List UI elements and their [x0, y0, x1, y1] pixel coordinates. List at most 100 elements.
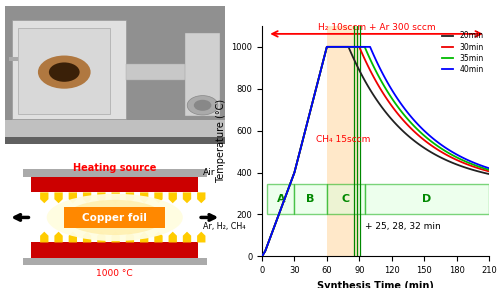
Bar	[5, 120, 225, 137]
Bar	[64, 207, 165, 228]
40min	[259, 255, 265, 258]
Text: + 25, 28, 32 min: + 25, 28, 32 min	[365, 223, 441, 232]
40min	[486, 166, 492, 170]
40min	[453, 152, 459, 156]
Bar	[22, 169, 207, 177]
20min	[259, 255, 265, 258]
Text: B: B	[306, 194, 315, 204]
Bar	[327, 184, 365, 215]
30min	[262, 249, 268, 253]
Text: Heating source: Heating source	[73, 163, 157, 173]
20min	[262, 249, 268, 253]
Polygon shape	[183, 232, 191, 242]
35min	[262, 249, 268, 253]
Polygon shape	[126, 232, 134, 242]
30min	[259, 255, 265, 258]
Bar	[294, 184, 327, 215]
Text: Copper foil: Copper foil	[82, 213, 147, 223]
35min	[374, 72, 380, 75]
Polygon shape	[111, 192, 120, 203]
Bar	[365, 184, 489, 215]
Polygon shape	[69, 232, 77, 242]
20min	[486, 172, 492, 176]
20min	[485, 172, 491, 175]
20min	[324, 45, 330, 49]
Polygon shape	[40, 192, 48, 203]
40min	[485, 166, 491, 170]
Polygon shape	[169, 192, 177, 203]
20min	[404, 133, 410, 136]
Polygon shape	[140, 192, 148, 203]
40min	[324, 45, 330, 49]
Circle shape	[49, 62, 80, 82]
Bar	[327, 26, 359, 256]
Text: 1000 °C: 1000 °C	[96, 269, 133, 278]
Bar	[185, 33, 220, 116]
Line: 40min: 40min	[262, 47, 489, 256]
Text: C: C	[342, 194, 350, 204]
Ellipse shape	[47, 194, 183, 241]
Bar	[126, 64, 218, 80]
35min	[485, 168, 491, 171]
Bar	[31, 177, 198, 192]
35min	[452, 155, 458, 158]
Text: H₂ 10sccm + Ar 300 sccm: H₂ 10sccm + Ar 300 sccm	[318, 23, 436, 32]
20min	[448, 160, 454, 164]
35min	[486, 168, 492, 172]
Polygon shape	[169, 232, 177, 242]
20min	[446, 160, 452, 163]
30min	[486, 170, 492, 173]
Line: 35min: 35min	[262, 47, 489, 256]
30min	[324, 45, 330, 49]
40min	[379, 71, 385, 74]
Bar	[267, 184, 294, 215]
Polygon shape	[126, 192, 134, 203]
40min	[416, 124, 422, 128]
Bar	[5, 127, 225, 144]
Bar	[22, 258, 207, 266]
30min	[449, 156, 455, 160]
Polygon shape	[111, 232, 120, 242]
35min	[324, 45, 330, 49]
35min	[451, 154, 457, 158]
Polygon shape	[97, 232, 106, 242]
Polygon shape	[54, 232, 63, 242]
Polygon shape	[54, 192, 63, 203]
Circle shape	[194, 100, 212, 111]
Text: A: A	[276, 194, 285, 204]
X-axis label: Synthesis Time (min): Synthesis Time (min)	[317, 281, 434, 288]
Polygon shape	[97, 192, 106, 203]
20min	[360, 75, 366, 78]
Text: Air: Air	[203, 168, 215, 177]
Bar	[11, 20, 126, 119]
Polygon shape	[140, 232, 148, 242]
40min	[454, 153, 460, 156]
Bar	[18, 28, 110, 113]
30min	[485, 169, 491, 173]
Y-axis label: Temperature (°C): Temperature (°C)	[216, 99, 226, 183]
Polygon shape	[154, 192, 163, 203]
30min	[369, 73, 375, 76]
Ellipse shape	[65, 200, 164, 235]
Polygon shape	[83, 192, 91, 203]
35min	[259, 255, 265, 258]
Text: CH₄ 15sccm: CH₄ 15sccm	[316, 134, 370, 143]
Line: 20min: 20min	[262, 47, 489, 256]
Circle shape	[38, 56, 91, 89]
Text: Ar, H₂, CH₄: Ar, H₂, CH₄	[203, 222, 245, 231]
Polygon shape	[40, 232, 48, 242]
30min	[410, 129, 416, 132]
Circle shape	[187, 96, 218, 115]
Line: 30min: 30min	[262, 47, 489, 256]
Polygon shape	[197, 232, 206, 242]
40min	[262, 249, 268, 253]
Polygon shape	[83, 232, 91, 242]
Legend: 20min, 30min, 35min, 40min: 20min, 30min, 35min, 40min	[440, 30, 485, 76]
30min	[451, 157, 457, 160]
Polygon shape	[154, 232, 163, 242]
Polygon shape	[197, 192, 206, 203]
Text: D: D	[422, 194, 432, 204]
Bar	[31, 242, 198, 258]
35min	[413, 126, 419, 130]
Polygon shape	[183, 192, 191, 203]
